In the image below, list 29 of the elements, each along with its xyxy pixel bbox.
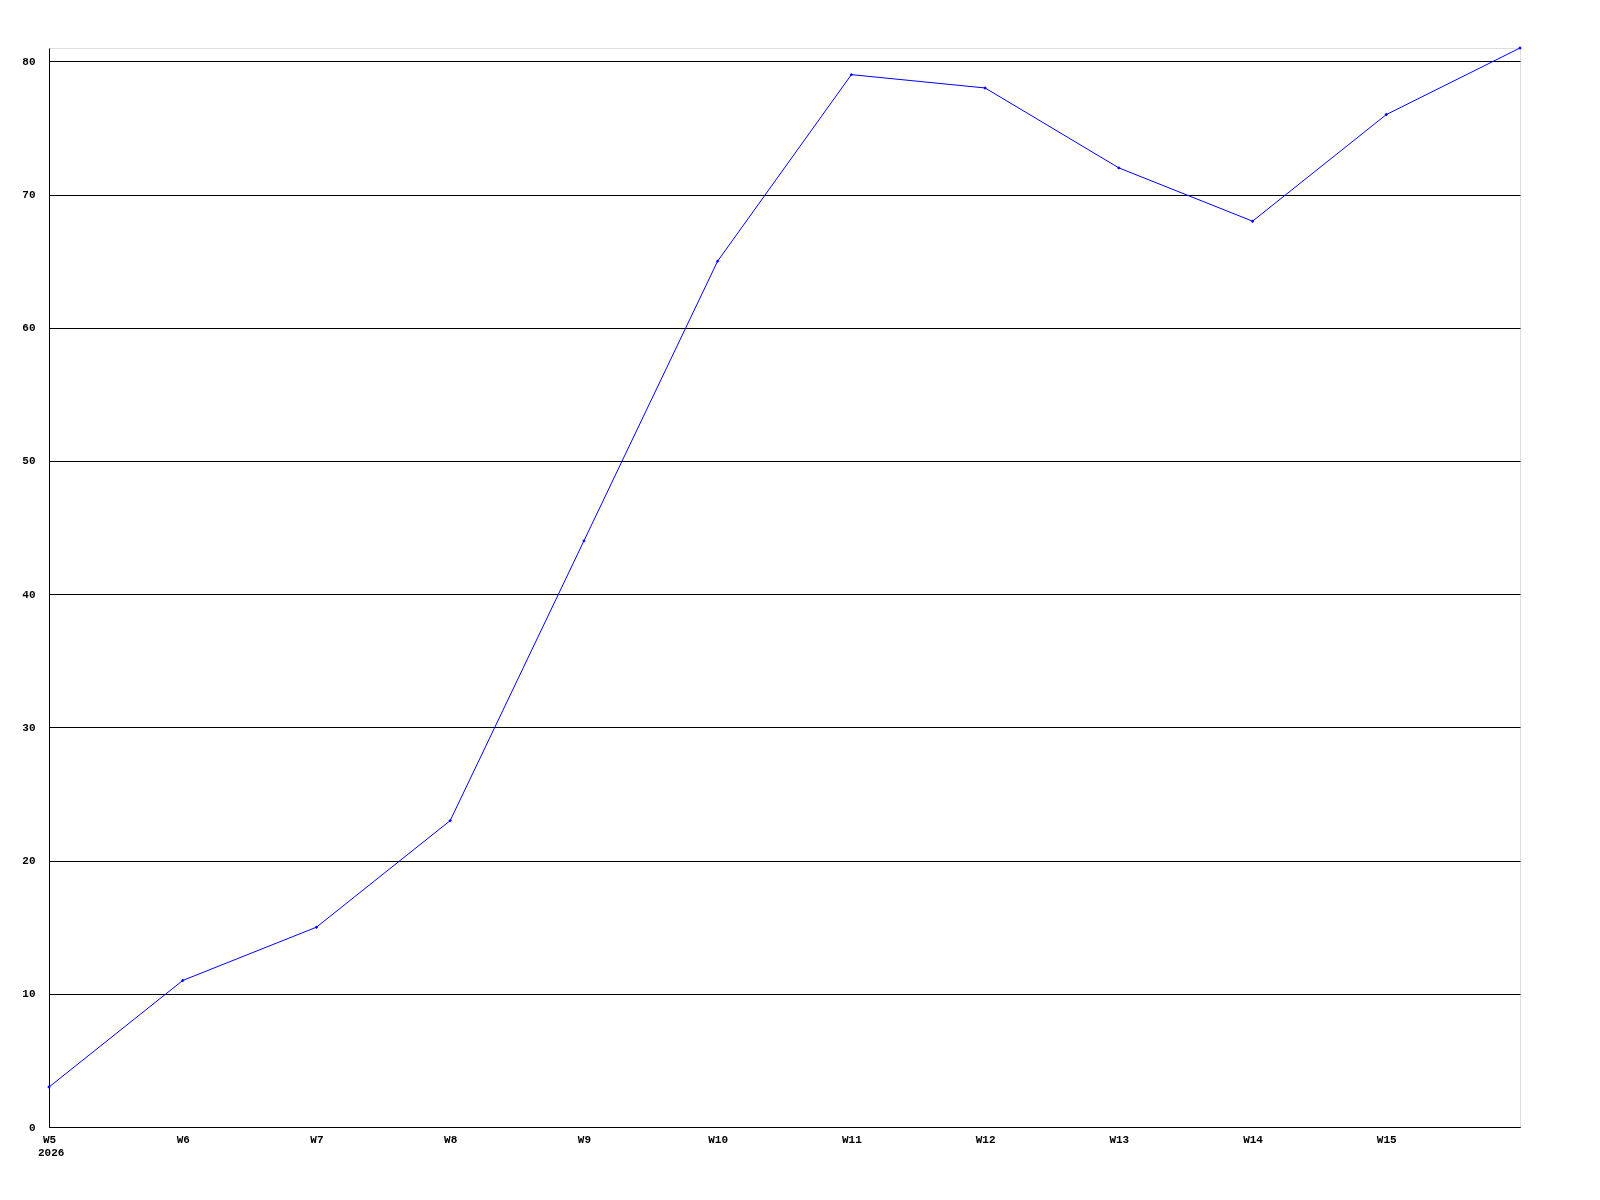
x-tick-label: W9 (577, 1133, 592, 1146)
x-tick-label: W10 (708, 1133, 729, 1146)
x-tick-label: W14 (1243, 1133, 1264, 1146)
line-series (47, 46, 1522, 1089)
x-tick-label: W7 (310, 1133, 324, 1146)
y-tick-label: 60 (22, 322, 36, 335)
x-tick-label: W8 (444, 1133, 458, 1146)
text: 2026 (38, 1147, 65, 1159)
point (1384, 112, 1388, 117)
y-tick-label: 40 (22, 588, 36, 601)
y-tick-label: 80 (22, 55, 36, 68)
x-tick-label: W12 (975, 1133, 996, 1146)
y-tick-label: 0 (28, 1121, 36, 1134)
x-tick-label: W15 (1376, 1133, 1398, 1146)
y-tick-label: 10 (22, 988, 36, 1001)
x-tick-label: W11 (841, 1133, 863, 1146)
point (448, 818, 452, 823)
y-tick-label: 20 (22, 855, 36, 868)
y-tick-label: 50 (22, 455, 36, 468)
x-tick-label: W13 (1109, 1133, 1130, 1146)
point (715, 259, 720, 263)
y-tick-label: 70 (22, 189, 36, 202)
y-tick-label: 30 (22, 721, 36, 734)
point (314, 925, 319, 929)
x-tick-label: W5 (42, 1133, 57, 1146)
point (1250, 219, 1255, 223)
point (849, 72, 854, 77)
point (1117, 166, 1121, 170)
x-tick-label: W6 (176, 1133, 190, 1146)
